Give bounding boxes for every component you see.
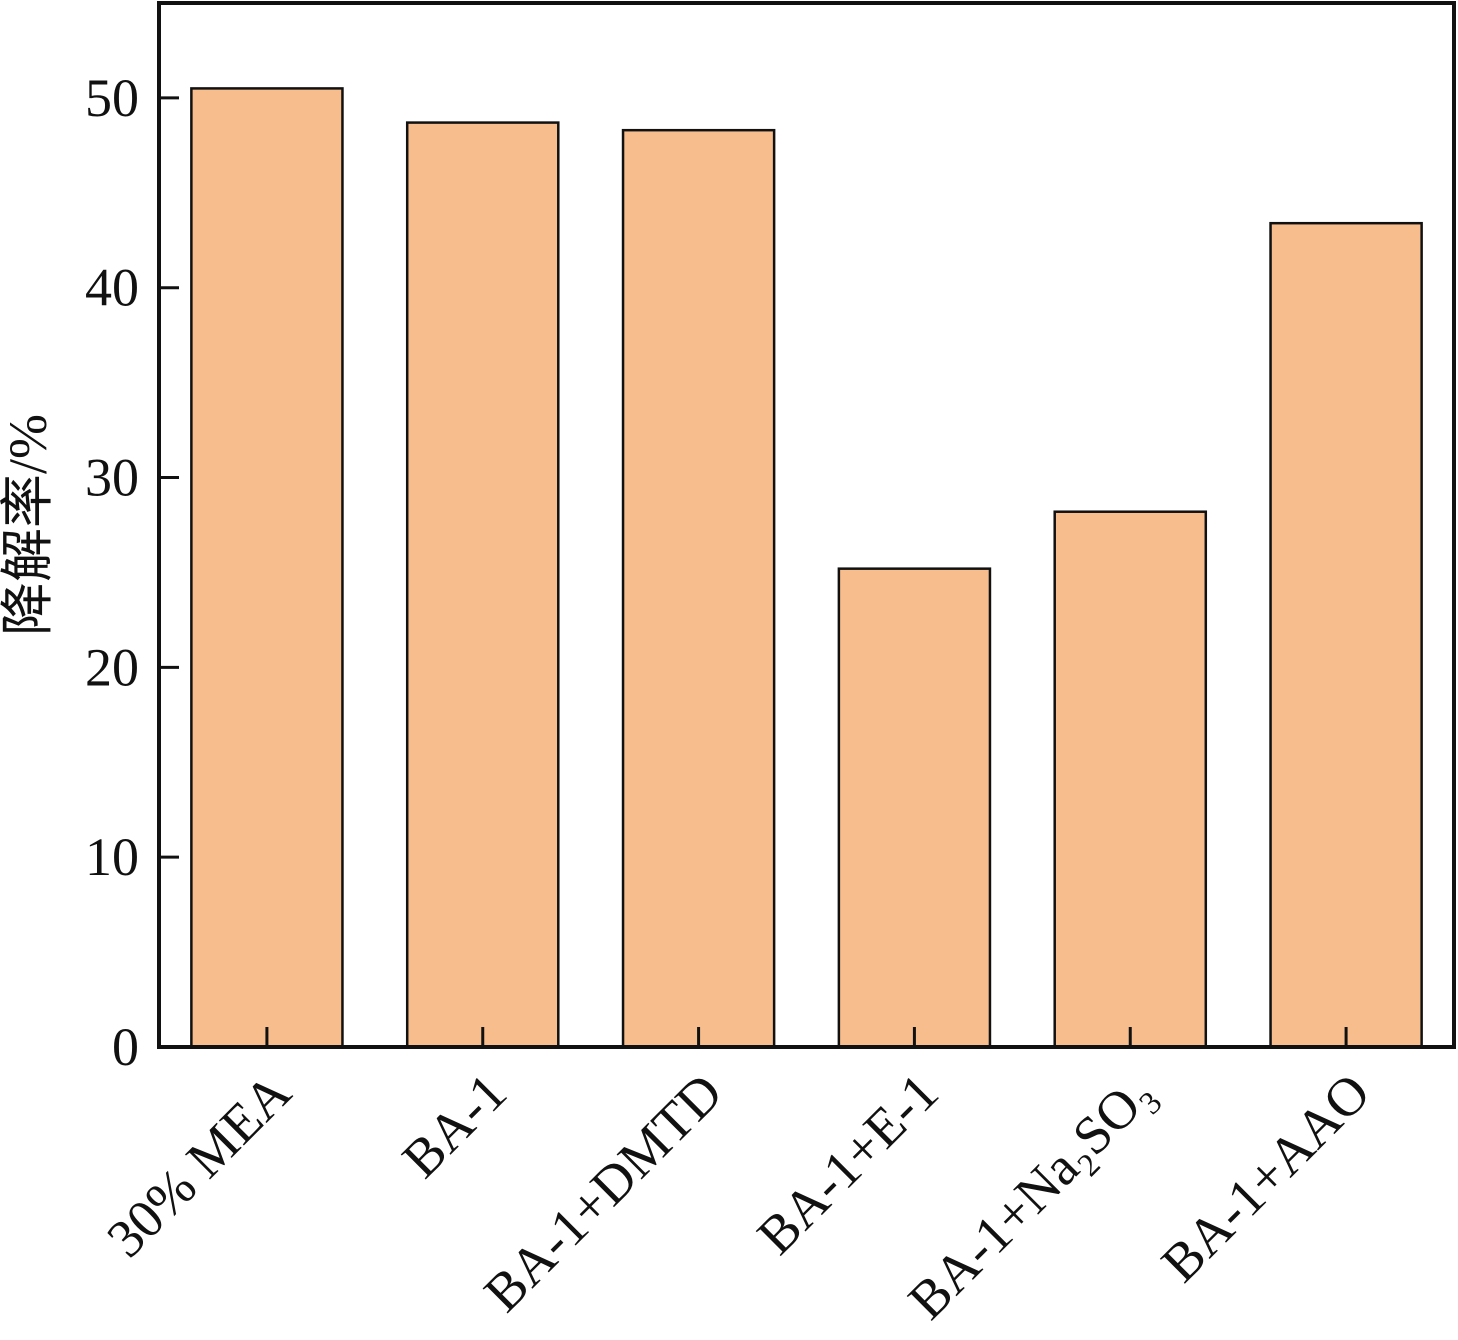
- y-tick-label: 0: [112, 1017, 139, 1077]
- x-tick-label: BA-1+E-1: [746, 1062, 950, 1266]
- y-tick-label: 30: [85, 448, 139, 508]
- y-tick-label: 40: [85, 258, 139, 318]
- bar: [190, 87, 344, 1049]
- y-tick-label: 20: [85, 637, 139, 697]
- x-tick-label: 30% MEA: [95, 1062, 302, 1269]
- bar: [1269, 221, 1423, 1049]
- y-axis-title: 降解率/%: [0, 414, 58, 636]
- y-tick-label: 50: [85, 68, 139, 128]
- y-tick-label: 10: [85, 827, 139, 887]
- x-tick-label: BA-1+AAO: [1150, 1062, 1382, 1294]
- bar: [405, 121, 560, 1049]
- bar: [1053, 510, 1208, 1049]
- bar: [837, 567, 992, 1049]
- x-tick-label: BA-1: [391, 1062, 518, 1189]
- plot-frame: [157, 1, 1456, 1049]
- bar: [621, 128, 776, 1049]
